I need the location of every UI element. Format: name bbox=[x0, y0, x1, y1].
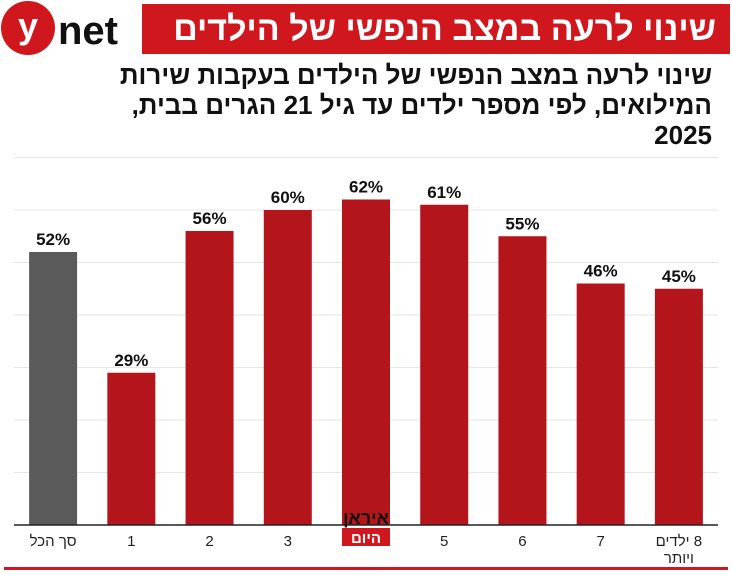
subtitle-line-3: 2025 bbox=[654, 120, 712, 150]
ynet-logo: y net bbox=[1, 1, 118, 55]
bar bbox=[263, 210, 312, 525]
watermark-line-2: היום bbox=[351, 530, 381, 547]
subtitle-line-2: המילואים, לפי מספר ילדים עד גיל 21 הגרים… bbox=[131, 90, 712, 120]
subtitle-line-1: שינוי לרעה במצב הנפשי של הילדים בעקבות ש… bbox=[119, 60, 712, 90]
data-label: 52% bbox=[36, 230, 70, 249]
ynet-logo-y: y bbox=[18, 5, 38, 46]
bottom-rule bbox=[4, 567, 728, 570]
bar bbox=[107, 372, 156, 525]
x-tick-label: 3 bbox=[284, 533, 292, 550]
ynet-logo-net: net bbox=[58, 9, 118, 53]
bar bbox=[342, 199, 390, 525]
ynet-logo-circle bbox=[1, 1, 55, 55]
data-label: 29% bbox=[114, 351, 148, 370]
x-tick-label: 1 bbox=[127, 533, 135, 550]
headline-bar: שינוי לרעה במצב הנפשי של הילדים bbox=[142, 4, 730, 54]
data-label: 62% bbox=[349, 178, 383, 197]
headline-text: שינוי לרעה במצב הנפשי של הילדים bbox=[173, 9, 716, 48]
bar bbox=[654, 288, 703, 525]
bar bbox=[185, 231, 234, 525]
bar bbox=[498, 236, 547, 525]
watermark-box bbox=[342, 528, 390, 546]
x-tick-label: 7 bbox=[596, 533, 604, 550]
x-tick-label: 6 bbox=[518, 533, 526, 550]
data-label: 55% bbox=[505, 214, 539, 233]
x-tick-label: 8 ילדים bbox=[656, 533, 702, 550]
bar-total bbox=[29, 252, 78, 525]
data-label: 45% bbox=[662, 267, 696, 286]
data-label: 46% bbox=[584, 262, 618, 281]
data-label: 56% bbox=[193, 209, 227, 228]
data-label: 60% bbox=[271, 188, 305, 207]
x-tick-label: סך הכל bbox=[30, 533, 77, 550]
watermark-line-1: איראן bbox=[343, 508, 389, 528]
x-tick-label: ויותר bbox=[664, 550, 694, 567]
chart-subtitle: שינוי לרעה במצב הנפשי של הילדים בעקבות ש… bbox=[24, 60, 712, 150]
x-tick-label: 2 bbox=[205, 533, 213, 550]
bar bbox=[420, 204, 469, 525]
x-tick-label: 5 bbox=[440, 533, 448, 550]
data-label: 61% bbox=[427, 183, 461, 202]
bar bbox=[576, 283, 625, 525]
